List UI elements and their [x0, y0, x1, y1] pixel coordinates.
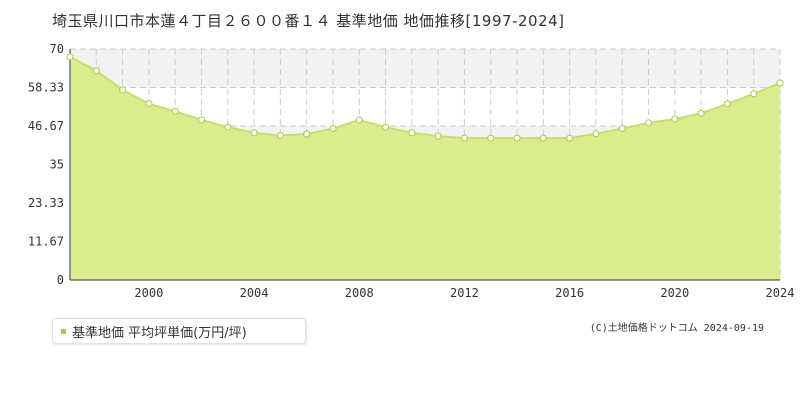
data-point [276, 131, 284, 139]
data-point [92, 67, 100, 75]
data-point [119, 86, 127, 94]
data-point [171, 107, 179, 115]
y-tick-label: 0 [57, 273, 64, 287]
y-tick-label: 70 [50, 42, 64, 56]
legend-label: 基準地価 平均坪単価(万円/坪) [72, 325, 247, 341]
y-tick-label: 23.33 [28, 196, 64, 210]
area-layer [69, 56, 781, 280]
data-point [487, 134, 495, 142]
data-point [145, 100, 153, 108]
data-point [224, 123, 232, 131]
x-tick-label: 2000 [134, 286, 163, 300]
y-tick-label: 11.67 [28, 234, 64, 248]
data-point [592, 130, 600, 138]
legend-swatch [61, 328, 66, 334]
x-tick-label: 2020 [660, 286, 689, 300]
data-point [750, 90, 758, 98]
data-point [355, 116, 363, 124]
copyright-note: (C)土地価格ドットコム 2024-09-19 [589, 323, 764, 334]
y-tick-label: 46.67 [28, 119, 64, 133]
data-point [329, 125, 337, 133]
marker-layer [66, 53, 784, 142]
x-tick-label: 2024 [766, 286, 795, 300]
data-point [776, 79, 784, 87]
x-tick-label: 2016 [555, 286, 584, 300]
y-tick-label: 58.33 [28, 81, 64, 95]
background-band [70, 49, 780, 88]
data-point [566, 134, 574, 142]
series-area [70, 56, 780, 280]
data-point [434, 132, 442, 140]
data-point [513, 134, 521, 142]
x-tick-label: 2008 [345, 286, 374, 300]
data-point [671, 115, 679, 123]
data-point [303, 130, 311, 138]
data-point [250, 129, 258, 137]
data-point [197, 116, 205, 124]
chart-title: 埼玉県川口市本蓮４丁目２６００番１４ 基準地価 地価推移[1997-2024] [52, 12, 565, 30]
label-layer: 0 11.67 23.33 35 46.67 58.33 70 2000 2004 2008 201… [28, 42, 795, 300]
x-tick-label: 2012 [450, 286, 479, 300]
data-point [382, 123, 390, 131]
data-point [408, 129, 416, 137]
data-point [645, 119, 653, 127]
data-point [697, 109, 705, 117]
data-point [618, 125, 626, 133]
legend: 基準地価 平均坪単価(万円/坪) [52, 318, 306, 344]
series-line [69, 56, 781, 140]
x-tick-label: 2004 [240, 286, 269, 300]
data-point [539, 134, 547, 142]
data-point [66, 53, 74, 61]
data-point [460, 134, 468, 142]
y-tick-label: 35 [50, 158, 64, 172]
data-point [723, 100, 731, 108]
axis-layer [69, 49, 780, 281]
